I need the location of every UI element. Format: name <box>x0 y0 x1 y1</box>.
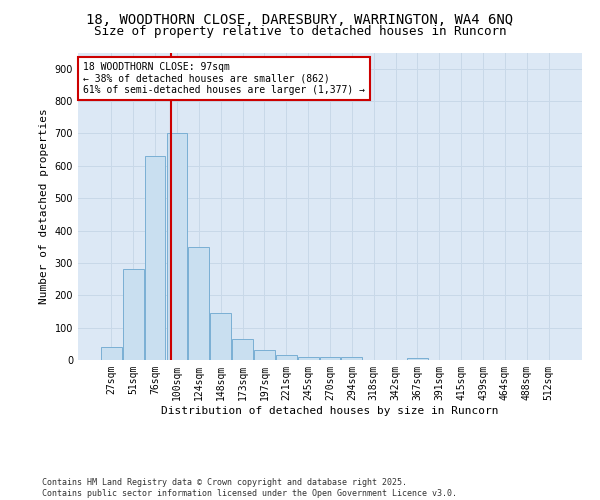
Bar <box>167 134 187 360</box>
Bar <box>145 156 166 360</box>
Bar <box>407 358 428 360</box>
Bar <box>232 339 253 360</box>
Bar <box>254 350 275 360</box>
Text: 18 WOODTHORN CLOSE: 97sqm
← 38% of detached houses are smaller (862)
61% of semi: 18 WOODTHORN CLOSE: 97sqm ← 38% of detac… <box>83 62 365 95</box>
Bar <box>298 357 319 360</box>
Bar <box>276 355 296 360</box>
Bar <box>320 357 340 360</box>
Y-axis label: Number of detached properties: Number of detached properties <box>39 108 49 304</box>
Bar <box>188 246 209 360</box>
Bar <box>210 313 231 360</box>
Bar <box>341 357 362 360</box>
X-axis label: Distribution of detached houses by size in Runcorn: Distribution of detached houses by size … <box>161 406 499 415</box>
Text: 18, WOODTHORN CLOSE, DARESBURY, WARRINGTON, WA4 6NQ: 18, WOODTHORN CLOSE, DARESBURY, WARRINGT… <box>86 12 514 26</box>
Text: Size of property relative to detached houses in Runcorn: Size of property relative to detached ho… <box>94 25 506 38</box>
Bar <box>123 270 143 360</box>
Text: Contains HM Land Registry data © Crown copyright and database right 2025.
Contai: Contains HM Land Registry data © Crown c… <box>42 478 457 498</box>
Bar <box>101 347 122 360</box>
